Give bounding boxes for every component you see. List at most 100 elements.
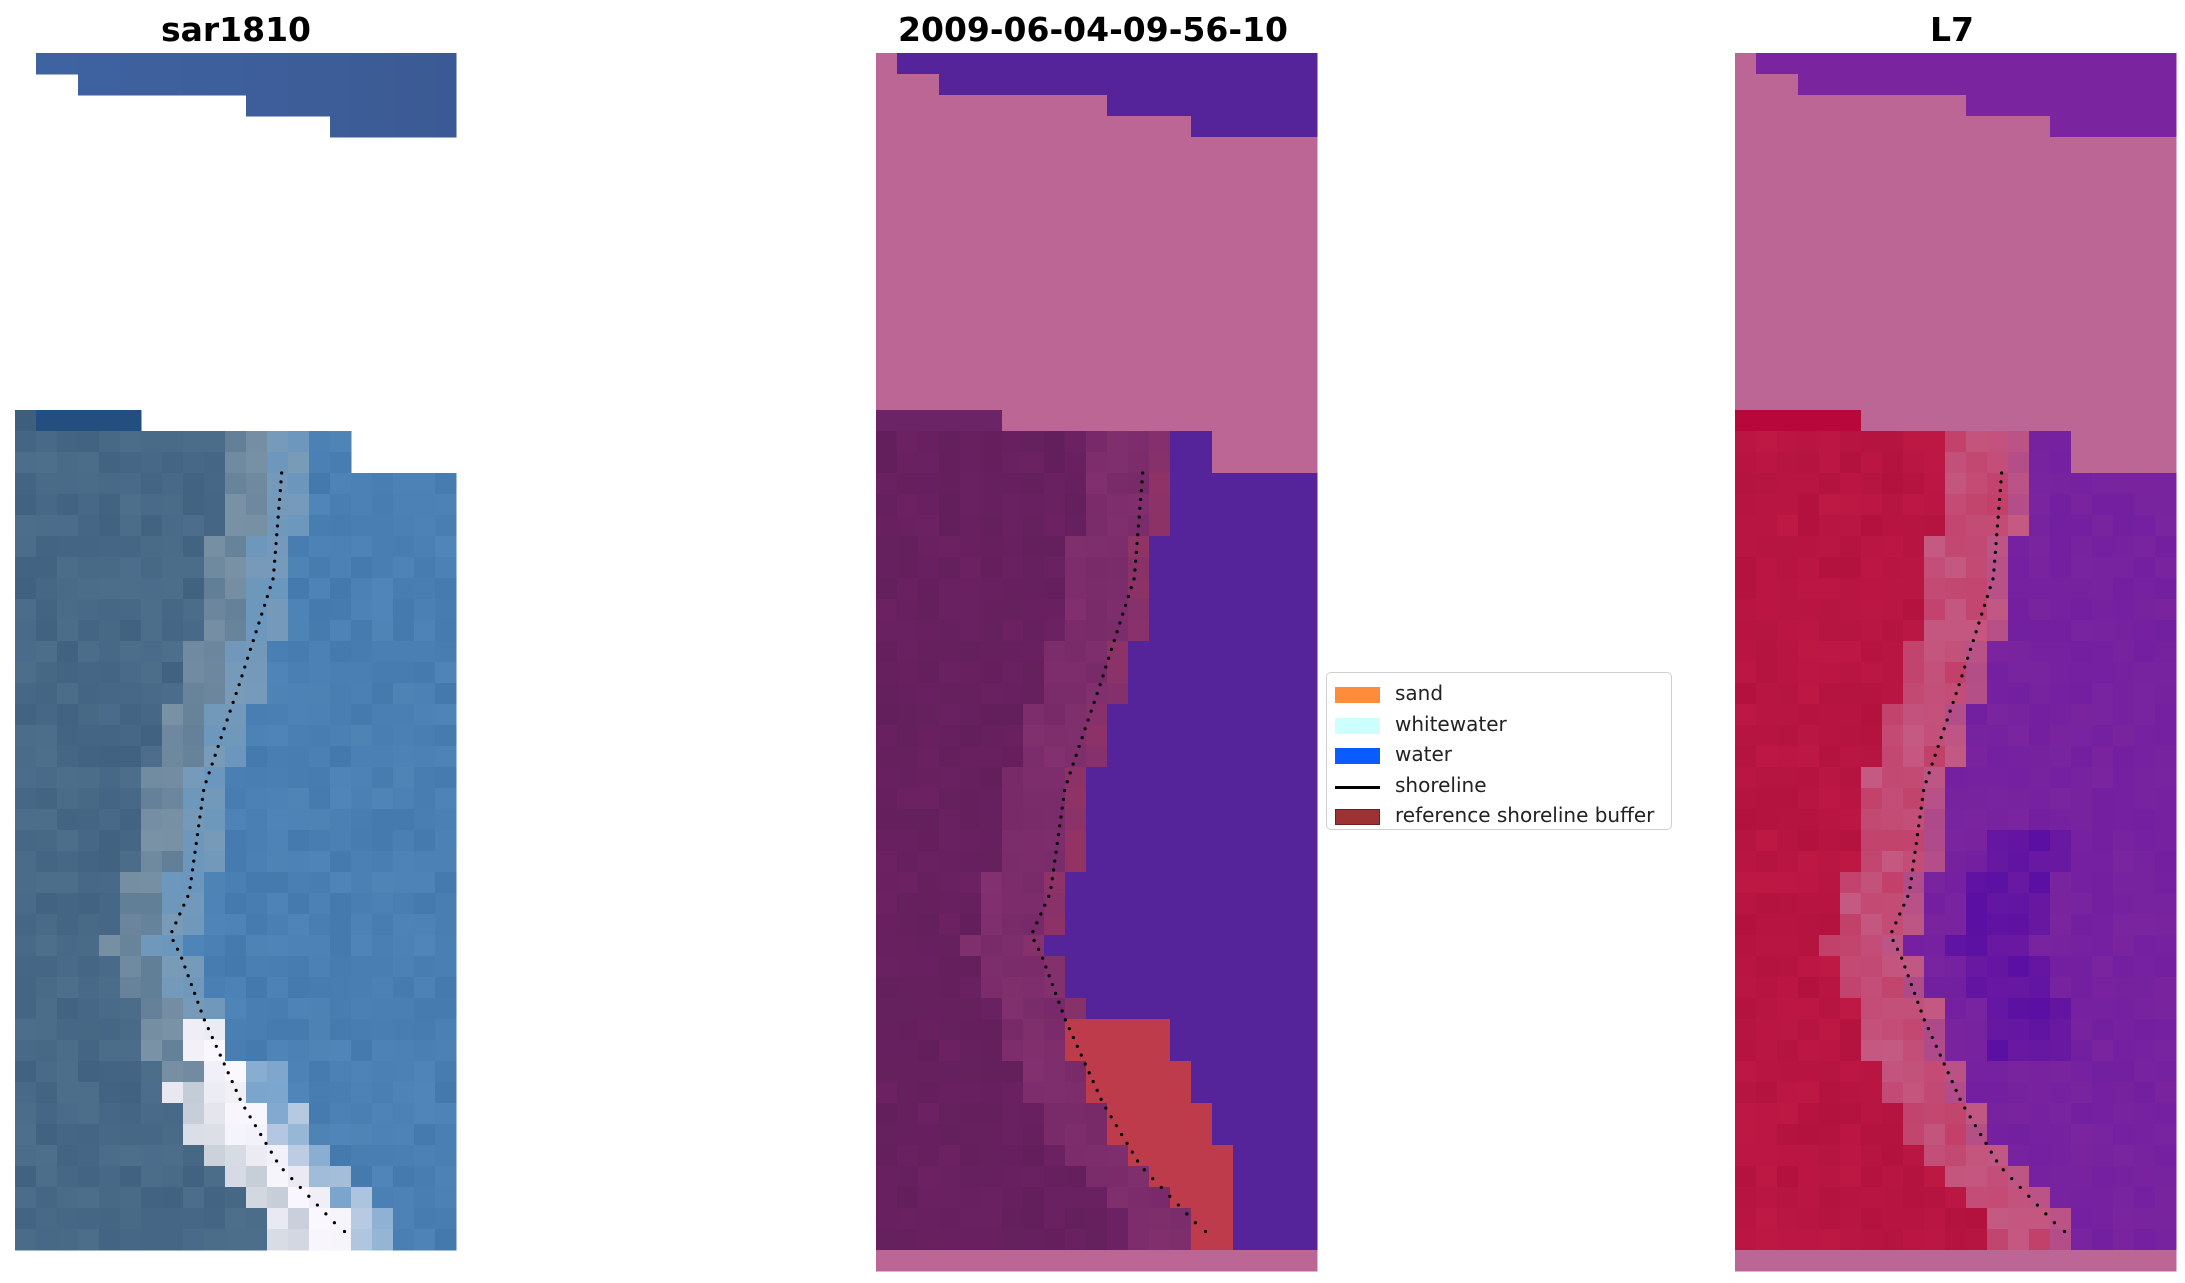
raster-cell: [1275, 242, 1297, 264]
raster-cell: [1987, 1061, 2009, 1083]
raster-cell: [1735, 536, 1757, 558]
raster-cell: [1861, 494, 1883, 516]
raster-cell: [1170, 662, 1192, 684]
raster-cell: [1275, 326, 1297, 348]
raster-cell: [1086, 1145, 1108, 1167]
raster-cell: [1107, 704, 1129, 726]
raster-cell: [162, 977, 184, 999]
raster-cell: [414, 998, 436, 1020]
raster-cell: [78, 1208, 100, 1230]
raster-cell: [1756, 662, 1778, 684]
raster-cell: [2029, 1250, 2051, 1272]
shoreline-dot: [1985, 594, 1989, 599]
raster-cell: [330, 725, 352, 747]
raster-cell: [1065, 704, 1087, 726]
raster-cell: [267, 536, 289, 558]
raster-cell: [2008, 1208, 2030, 1230]
raster-cell: [120, 473, 142, 495]
raster-cell: [1903, 935, 1925, 957]
raster-cell: [15, 1103, 37, 1125]
raster-cell: [1798, 704, 1820, 726]
raster-cell: [1275, 641, 1297, 663]
raster-cell: [1777, 473, 1799, 495]
raster-cell: [1254, 305, 1276, 327]
raster-cell: [1212, 1145, 1234, 1167]
raster-cell: [1023, 389, 1045, 411]
shoreline-dot: [1913, 991, 1917, 995]
raster-cell: [981, 599, 1003, 621]
raster-cell: [1756, 347, 1778, 369]
raster-cell: [351, 116, 373, 138]
raster-cell: [1086, 578, 1108, 600]
raster-cell: [2050, 662, 2072, 684]
raster-cell: [1987, 179, 2009, 201]
reference-buffer-swatch: [1335, 809, 1380, 825]
raster-cell: [1861, 53, 1883, 75]
raster-cell: [1777, 368, 1799, 390]
raster-cell: [1275, 1019, 1297, 1041]
raster-cell: [1882, 893, 1904, 915]
raster-cell: [2113, 620, 2135, 642]
raster-cell: [15, 998, 37, 1020]
raster-cell: [36, 872, 58, 894]
raster-cell: [1044, 788, 1066, 810]
raster-cell: [330, 683, 352, 705]
raster-cell: [1819, 746, 1841, 768]
raster-cell: [1903, 956, 1925, 978]
raster-cell: [2155, 1208, 2177, 1230]
raster-cell: [1777, 137, 1799, 159]
raster-cell: [876, 578, 898, 600]
raster-cell: [897, 1124, 919, 1146]
shoreline-dot: [1984, 1141, 1988, 1145]
raster-cell: [1735, 1082, 1757, 1104]
raster-cell: [183, 452, 205, 474]
raster-cell: [1882, 95, 1904, 117]
raster-cell: [414, 767, 436, 789]
raster-cell: [981, 221, 1003, 243]
raster-cell: [57, 1082, 79, 1104]
raster-cell: [2008, 557, 2030, 579]
raster-cell: [1987, 284, 2009, 306]
raster-cell: [1044, 1082, 1066, 1104]
raster-cell: [99, 473, 121, 495]
raster-cell: [1945, 410, 1967, 432]
raster-cell: [939, 305, 961, 327]
raster-cell: [288, 977, 310, 999]
raster-cell: [78, 1187, 100, 1209]
raster-cell: [897, 599, 919, 621]
raster-cell: [2113, 494, 2135, 516]
raster-cell: [918, 935, 940, 957]
shoreline-dot: [1950, 1079, 1954, 1084]
shoreline-dot: [1071, 1035, 1075, 1040]
raster-cell: [330, 893, 352, 915]
raster-cell: [2092, 221, 2114, 243]
raster-cell: [1212, 1250, 1234, 1272]
raster-cell: [2113, 347, 2135, 369]
raster-cell: [1254, 935, 1276, 957]
raster-cell: [1254, 599, 1276, 621]
raster-cell: [1966, 284, 1988, 306]
raster-cell: [1065, 1208, 1087, 1230]
raster-cell: [1275, 599, 1297, 621]
raster-cell: [1861, 1061, 1883, 1083]
raster-cell: [1777, 1250, 1799, 1272]
raster-cell: [2155, 515, 2177, 537]
raster-cell: [162, 74, 184, 96]
raster-cell: [1191, 662, 1213, 684]
raster-cell: [435, 1208, 457, 1230]
raster-cell: [1819, 788, 1841, 810]
raster-cell: [1798, 662, 1820, 684]
raster-cell: [1149, 1082, 1171, 1104]
raster-cell: [1149, 221, 1171, 243]
raster-cell: [1924, 242, 1946, 264]
raster-cell: [204, 53, 226, 75]
raster-cell: [2155, 746, 2177, 768]
raster-cell: [1924, 1124, 1946, 1146]
raster-cell: [183, 557, 205, 579]
raster-cell: [1065, 851, 1087, 873]
raster-cell: [1065, 557, 1087, 579]
raster-cell: [1987, 263, 2009, 285]
raster-cell: [1296, 851, 1318, 873]
raster-cell: [1945, 221, 1967, 243]
raster-cell: [2050, 872, 2072, 894]
